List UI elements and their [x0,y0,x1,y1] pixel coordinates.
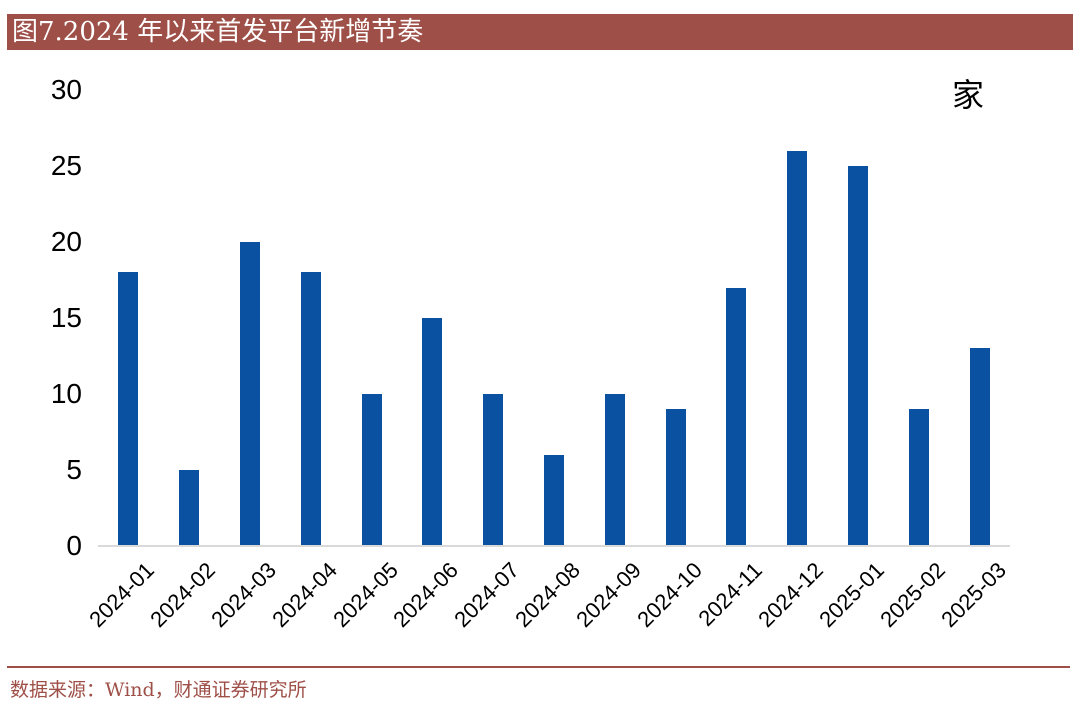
y-tick-label: 15 [50,302,82,333]
bar-2024-05 [361,394,382,546]
y-tick-label: 20 [50,226,82,257]
bar-2024-01 [118,272,139,546]
bar-2025-03 [969,348,990,546]
bar-2024-09 [604,394,625,546]
y-tick-label: 10 [50,378,82,409]
bar-2025-01 [848,166,868,546]
y-axis-unit-label: 家 [952,76,985,114]
bar-2024-12 [787,150,808,546]
bar-2024-06 [422,318,443,546]
bar-2024-07 [483,394,504,546]
x-tick-label: 2025-03 [935,557,1011,633]
x-axis-line [98,545,1010,547]
bar-2025-02 [908,409,929,546]
figure-title-band: 图7.2024 年以来首发平台新增节奏 [7,14,1073,50]
bar-2024-02 [179,470,200,546]
bar-2024-08 [544,454,564,546]
y-tick-label: 25 [50,150,82,181]
bar-2024-04 [300,272,321,546]
figure-title: 图7.2024 年以来首发平台新增节奏 [12,17,424,47]
y-tick-label: 0 [66,530,82,561]
data-source-note: 数据来源：Wind，财通证券研究所 [10,679,307,701]
bar-2024-10 [665,409,686,546]
footer-divider [7,666,1070,668]
y-tick-label: 5 [66,454,82,485]
bar-2024-03 [240,242,260,546]
bar-2024-11 [726,287,747,546]
y-tick-label: 30 [50,74,82,105]
